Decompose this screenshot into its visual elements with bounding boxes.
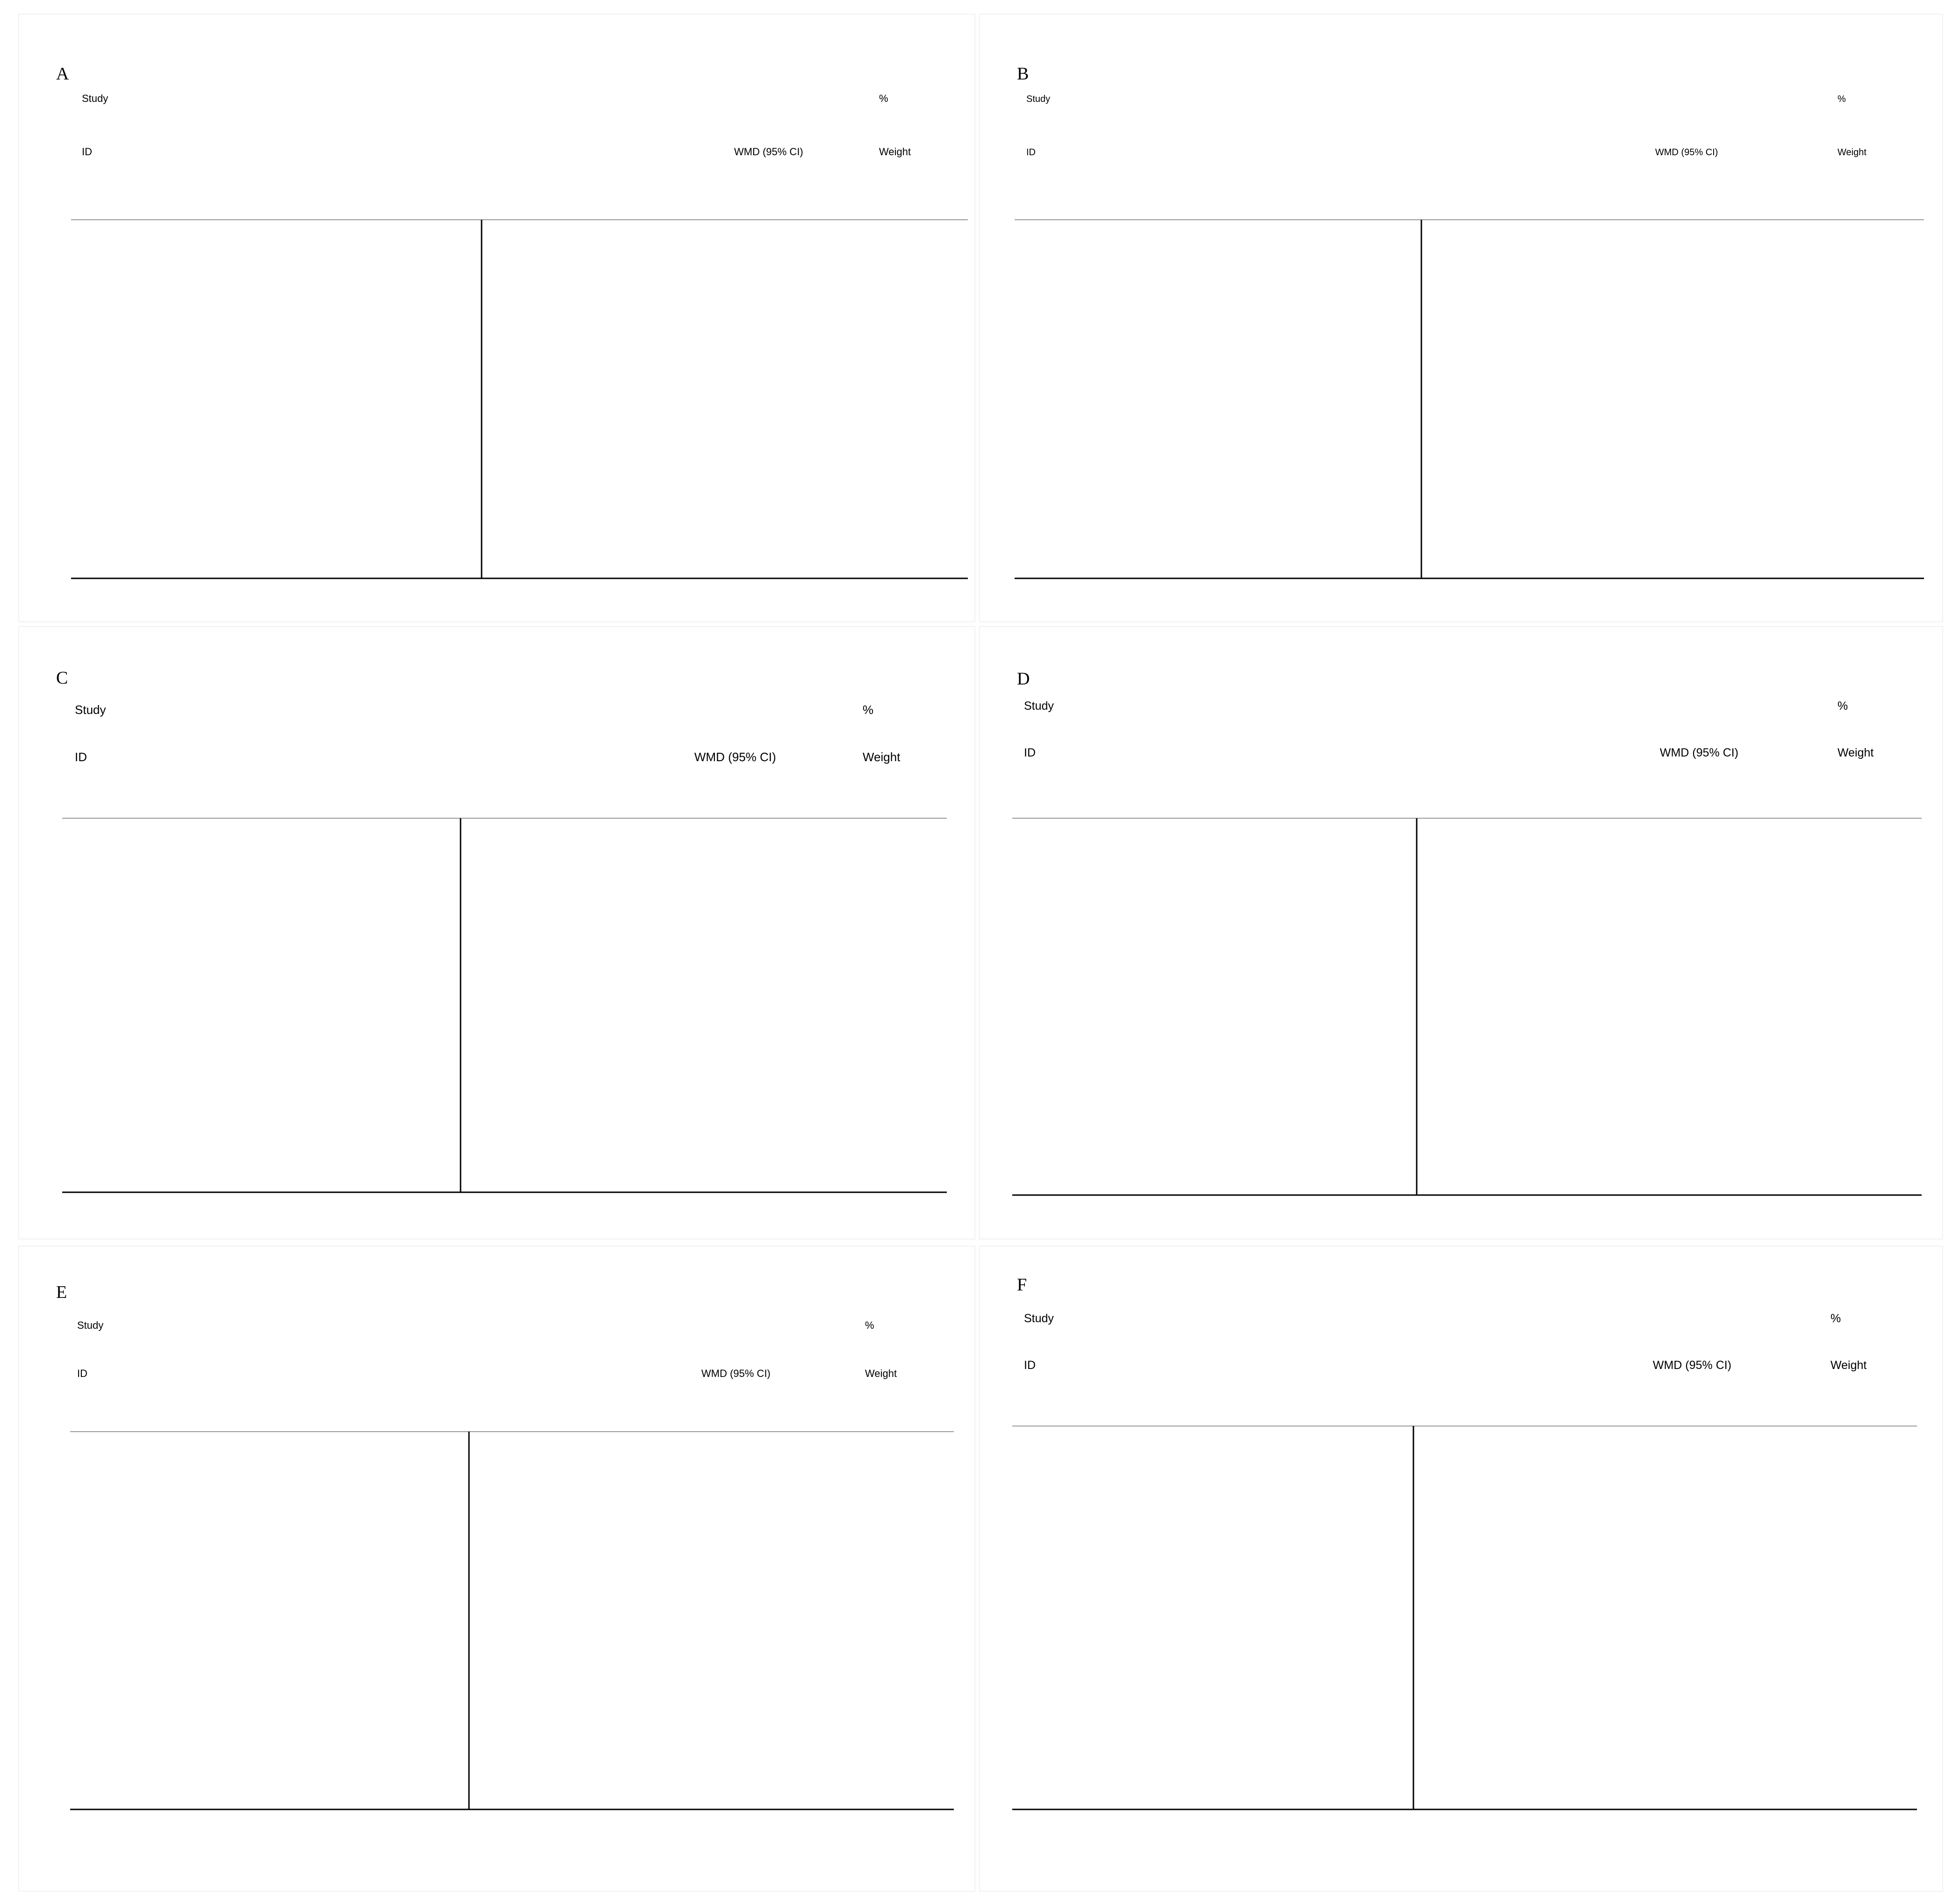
percent-header: %: [865, 1319, 874, 1331]
id-header: ID: [75, 750, 87, 764]
weight-header: Weight: [879, 146, 911, 158]
panel-border: [18, 1246, 975, 1892]
weight-header: Weight: [1830, 1359, 1866, 1372]
effect-header: WMD (95% CI): [1655, 147, 1718, 158]
study-header: Study: [1024, 1312, 1054, 1325]
id-header: ID: [82, 146, 92, 158]
weight-header: Weight: [865, 1368, 897, 1379]
forest-panel-a: A Study ID WMD (95% CI)% Weight: [18, 14, 975, 622]
panel-border: [18, 14, 975, 622]
percent-header: %: [1830, 1312, 1841, 1325]
id-header: ID: [1026, 147, 1036, 158]
forest-panel-f: F Study ID WMD (95% CI)% Weight: [979, 1246, 1943, 1892]
panel-letter: B: [1017, 64, 1029, 84]
weight-header: Weight: [863, 750, 901, 764]
effect-header: WMD (95% CI): [694, 750, 776, 764]
percent-header: %: [1838, 94, 1846, 104]
panel-border: [18, 626, 975, 1239]
panel-border: [979, 626, 1943, 1239]
panel-letter: C: [56, 668, 68, 688]
panel-letter: D: [1017, 669, 1030, 689]
effect-header: WMD (95% CI): [734, 146, 803, 158]
weight-header: Weight: [1838, 147, 1866, 158]
study-header: Study: [1024, 699, 1054, 713]
percent-header: %: [863, 703, 873, 717]
id-header: ID: [1024, 1359, 1036, 1372]
panel-border: [979, 1246, 1943, 1892]
forest-panel-d: D Study ID WMD (95% CI)% Weight: [979, 626, 1943, 1239]
effect-header: WMD (95% CI): [1660, 746, 1738, 759]
percent-header: %: [1838, 699, 1848, 713]
percent-header: %: [879, 93, 888, 104]
weight-header: Weight: [1838, 746, 1874, 759]
id-header: ID: [1024, 746, 1036, 759]
forest-panel-c: C Study ID WMD (95% CI)% Weight: [18, 626, 975, 1239]
forest-panel-e: E Study ID WMD (95% CI)% Weight: [18, 1246, 975, 1892]
study-header: Study: [1026, 94, 1050, 104]
panel-letter: F: [1017, 1275, 1027, 1295]
id-header: ID: [77, 1368, 87, 1379]
panel-letter: A: [56, 64, 69, 84]
panel-border: [979, 14, 1943, 622]
study-header: Study: [77, 1319, 103, 1331]
study-header: Study: [75, 703, 106, 717]
effect-header: WMD (95% CI): [1653, 1359, 1731, 1372]
effect-header: WMD (95% CI): [701, 1368, 771, 1379]
panel-letter: E: [56, 1282, 67, 1302]
study-header: Study: [82, 93, 108, 104]
forest-panel-b: B Study ID WMD (95% CI)% Weight: [979, 14, 1943, 622]
